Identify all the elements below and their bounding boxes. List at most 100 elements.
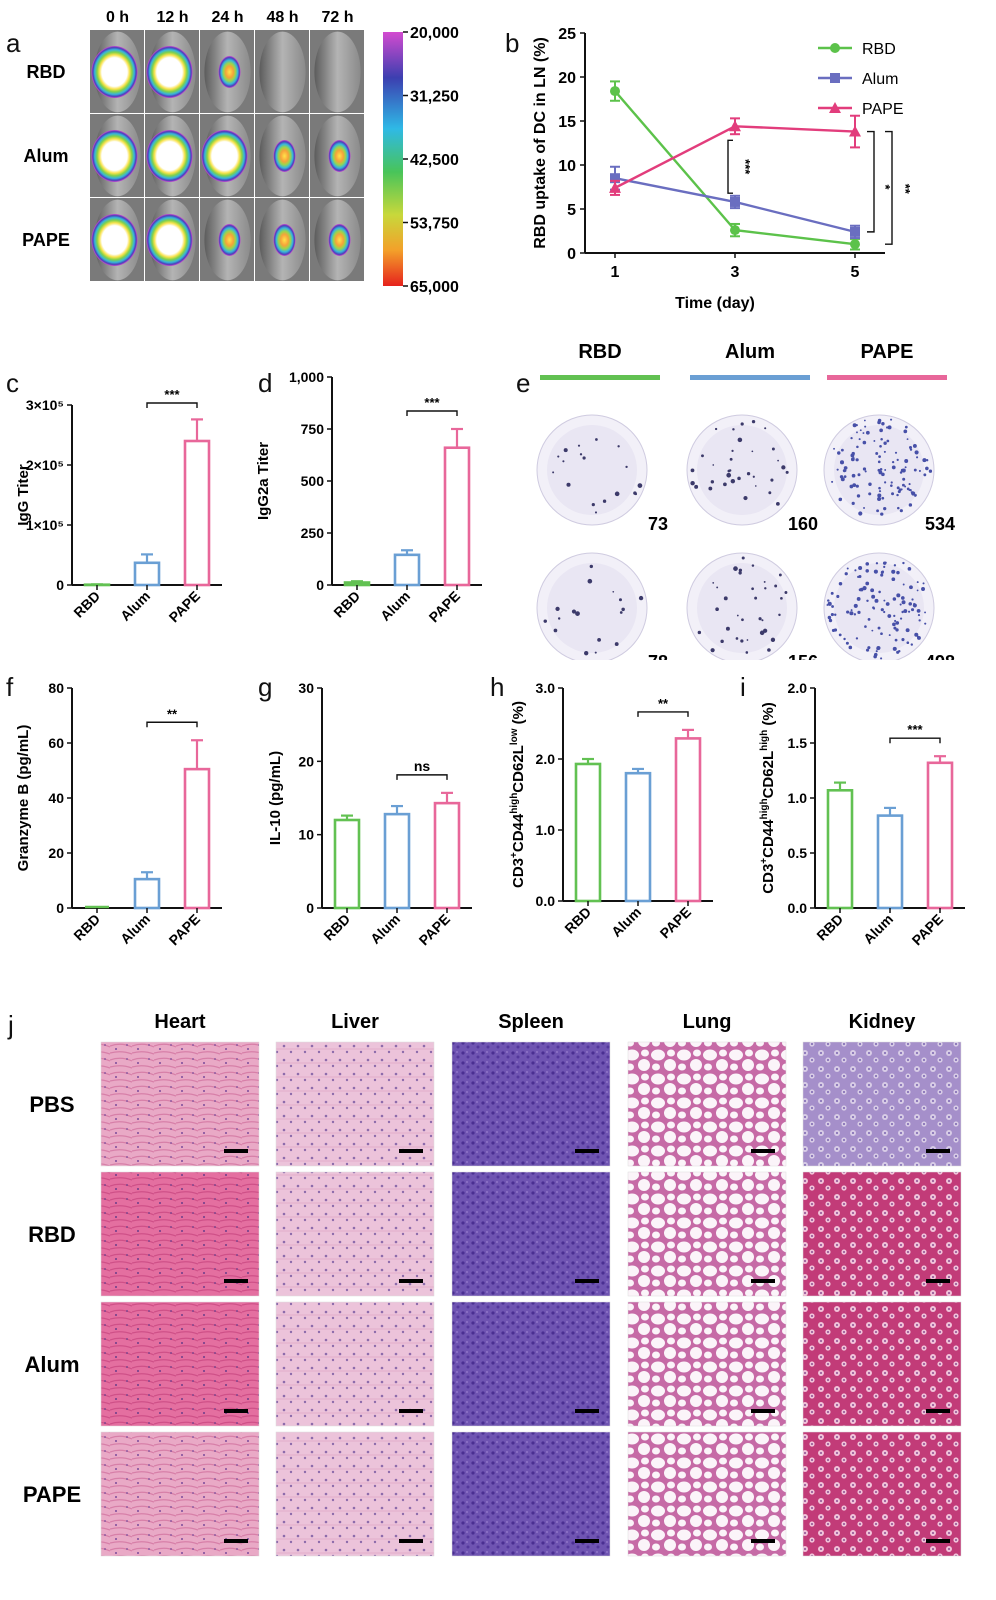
elispot-spot [917, 614, 921, 617]
elispot-spot [776, 501, 780, 506]
elispot-spot [863, 506, 866, 509]
elispot-spot [874, 598, 879, 603]
y-tick-label: 15 [558, 114, 576, 131]
elispot-spot [883, 610, 886, 614]
elispot-spot [906, 438, 909, 441]
x-tick-label: Alum [117, 911, 153, 947]
y-axis-label-part: CD62L [510, 745, 527, 793]
significance-bracket [889, 737, 941, 744]
elispot-spot [873, 654, 877, 659]
elispot-spot [864, 625, 867, 628]
row-label: RBD [27, 62, 66, 82]
bar [574, 762, 602, 903]
elispot-spot [878, 455, 881, 458]
elispot-spot [746, 639, 749, 641]
elispot-spot [557, 455, 560, 458]
chart-g-il10: 0 10 20 30 IL-10 (pg/mL) RBD Alum PAPE ns [267, 680, 472, 948]
elispot-spot [758, 617, 762, 621]
panel-letter-g: g [258, 672, 273, 702]
histology-image [802, 1171, 962, 1297]
elispot-spot [849, 484, 854, 489]
y-tick-label: 250 [301, 525, 325, 541]
organ-label: Liver [331, 1011, 379, 1033]
signal-spot [91, 130, 138, 182]
elispot-spot [878, 486, 881, 490]
elispot-spot [751, 587, 754, 591]
elispot-spot [851, 501, 855, 505]
elispot-spot [851, 473, 856, 478]
colorbar-tick-label: 20,000 [410, 25, 459, 42]
elispot-spot [763, 580, 766, 583]
elispot-spot [909, 448, 913, 451]
elispot-spot [771, 447, 775, 451]
significance-label: ns [414, 758, 431, 774]
elispot-spot [715, 607, 719, 612]
elispot-spot [571, 609, 577, 614]
elispot-spot [924, 622, 927, 625]
elispot-spot [837, 451, 841, 455]
elispot-spot [867, 646, 871, 650]
elispot-spot [694, 484, 699, 489]
elispot-spot [895, 628, 899, 632]
elispot-spot [871, 594, 876, 599]
elispot-spot [864, 470, 867, 473]
elispot-spot [864, 425, 867, 428]
data-point [610, 173, 620, 184]
y-axis-label-part: CD44 [760, 819, 777, 858]
elispot-spot [898, 488, 902, 492]
colorbar-tick-label: 31,250 [410, 89, 459, 106]
y-tick-label: 1.0 [788, 790, 808, 806]
group-label: PBS [29, 1092, 74, 1117]
elispot-spot [617, 445, 620, 448]
y-tick-label: 0.0 [536, 893, 556, 909]
y-tick-label: 60 [48, 735, 64, 751]
significance-bracket [146, 721, 198, 728]
y-tick-label: 0 [567, 246, 576, 263]
elispot-spot [828, 618, 833, 623]
elispot-spot [879, 428, 883, 433]
elispot-spot [896, 493, 899, 497]
legend-label: Alum [862, 71, 898, 88]
elispot-spot [827, 601, 832, 606]
signal-spot [218, 56, 241, 88]
scale-bar [399, 1409, 423, 1413]
x-tick-label: RBD [813, 911, 846, 944]
elispot-spot [843, 466, 848, 470]
scale-bar [926, 1279, 950, 1283]
elispot-spot [928, 469, 933, 473]
y-axis-label-part: high [509, 793, 520, 814]
elispot-spot [908, 445, 913, 450]
elispot-spot [768, 491, 772, 495]
elispot-spot [853, 613, 857, 616]
elispot-spot [916, 581, 919, 584]
y-tick-label: 1,000 [289, 369, 324, 385]
elispot-spot [887, 425, 892, 430]
bar [433, 801, 461, 910]
significance-bracket [727, 139, 733, 194]
elispot-spot [901, 600, 906, 605]
histology-image [100, 1301, 260, 1427]
elispot-spot [587, 578, 593, 584]
elispot-spot [876, 645, 881, 651]
elispot-spot [899, 603, 902, 606]
group-label: PAPE [23, 1482, 81, 1507]
x-tick-label: PAPE [426, 588, 464, 626]
scale-bar [224, 1409, 248, 1413]
elispot-spot [913, 602, 916, 605]
elispot-spot [850, 609, 853, 612]
bar [183, 767, 211, 910]
elispot-spot [880, 573, 884, 577]
elispot-spot [890, 418, 893, 421]
elispot-spot [899, 617, 903, 620]
elispot-spot [731, 449, 734, 452]
colorbar [383, 32, 403, 286]
elispot-spot [855, 637, 859, 640]
elispot-spot [764, 427, 767, 430]
elispot-spot [896, 570, 900, 575]
bar [133, 561, 161, 587]
elispot-spot [833, 447, 835, 450]
scale-bar [575, 1149, 599, 1153]
elispot-spot [843, 637, 846, 641]
colorbar-tick-label: 42,500 [410, 152, 459, 169]
elispot-spot [891, 460, 895, 464]
